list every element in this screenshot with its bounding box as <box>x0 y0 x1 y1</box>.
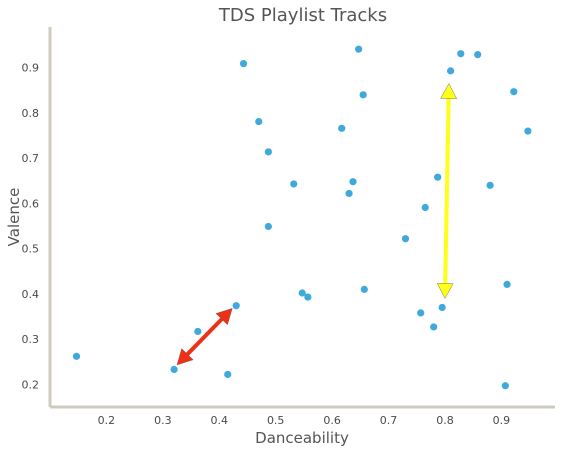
y-tick-label: 0.7 <box>22 152 40 165</box>
data-point <box>457 50 465 58</box>
data-point <box>304 293 312 301</box>
arrow-head-start <box>440 83 457 99</box>
data-point <box>434 173 442 181</box>
y-tick-label: 0.2 <box>22 378 40 391</box>
data-point <box>239 60 248 68</box>
y-tick-label: 0.5 <box>22 243 40 256</box>
annotations-layer <box>176 83 457 366</box>
y-tick-label: 0.6 <box>22 197 40 210</box>
data-point <box>264 222 272 231</box>
data-point <box>349 178 357 186</box>
y-tick-label: 0.4 <box>22 288 40 301</box>
data-point <box>232 302 240 310</box>
y-axis-label: Valence <box>5 188 23 247</box>
x-tick-label: 0.9 <box>493 414 511 427</box>
chart-title: TDS Playlist Tracks <box>218 5 387 26</box>
data-point <box>417 309 425 317</box>
data-point <box>438 303 446 312</box>
double-arrow-annotation <box>176 308 233 366</box>
double-arrow-annotation <box>436 83 457 299</box>
points-layer <box>72 45 532 390</box>
data-point <box>264 148 272 156</box>
x-axis-label: Danceability <box>255 429 349 447</box>
data-point <box>72 352 81 360</box>
data-point <box>486 181 494 189</box>
data-point <box>501 382 509 390</box>
data-point <box>355 45 363 53</box>
data-point <box>290 180 298 188</box>
arrow-head-end <box>215 308 233 326</box>
data-point <box>170 365 178 374</box>
y-tick-label: 0.9 <box>22 62 40 75</box>
data-point <box>345 189 353 198</box>
arrow-shaft <box>443 96 451 286</box>
data-point <box>224 370 232 379</box>
data-point <box>360 285 368 293</box>
data-point <box>510 88 518 96</box>
arrow-head-end <box>436 283 454 299</box>
data-point <box>194 327 202 336</box>
y-tick-label: 0.8 <box>22 107 40 120</box>
data-point <box>430 323 438 331</box>
arrow-head-start <box>176 348 194 366</box>
data-point <box>524 127 532 135</box>
x-tick-label: 0.3 <box>154 414 172 427</box>
x-tick-label: 0.5 <box>267 414 285 427</box>
data-point <box>447 67 455 75</box>
arrow-shaft <box>184 316 225 358</box>
x-tick-label: 0.4 <box>211 414 229 427</box>
x-tick-label: 0.8 <box>436 414 454 427</box>
ticks-layer: 0.2 0.3 0.4 0.5 0.6 0.7 0.8 0.9 0.2 0.3 0.4 0.5 0.6 0… <box>22 62 511 427</box>
data-point <box>503 280 511 289</box>
data-point <box>359 91 367 99</box>
x-tick-label: 0.6 <box>323 414 341 427</box>
x-tick-label: 0.2 <box>98 414 116 427</box>
data-point <box>401 235 410 243</box>
x-tick-label: 0.7 <box>380 414 398 427</box>
data-point <box>421 203 429 212</box>
y-tick-label: 0.3 <box>22 333 40 346</box>
data-point <box>474 50 482 59</box>
data-point <box>338 124 346 132</box>
data-point <box>255 117 263 126</box>
data-point <box>298 289 306 297</box>
